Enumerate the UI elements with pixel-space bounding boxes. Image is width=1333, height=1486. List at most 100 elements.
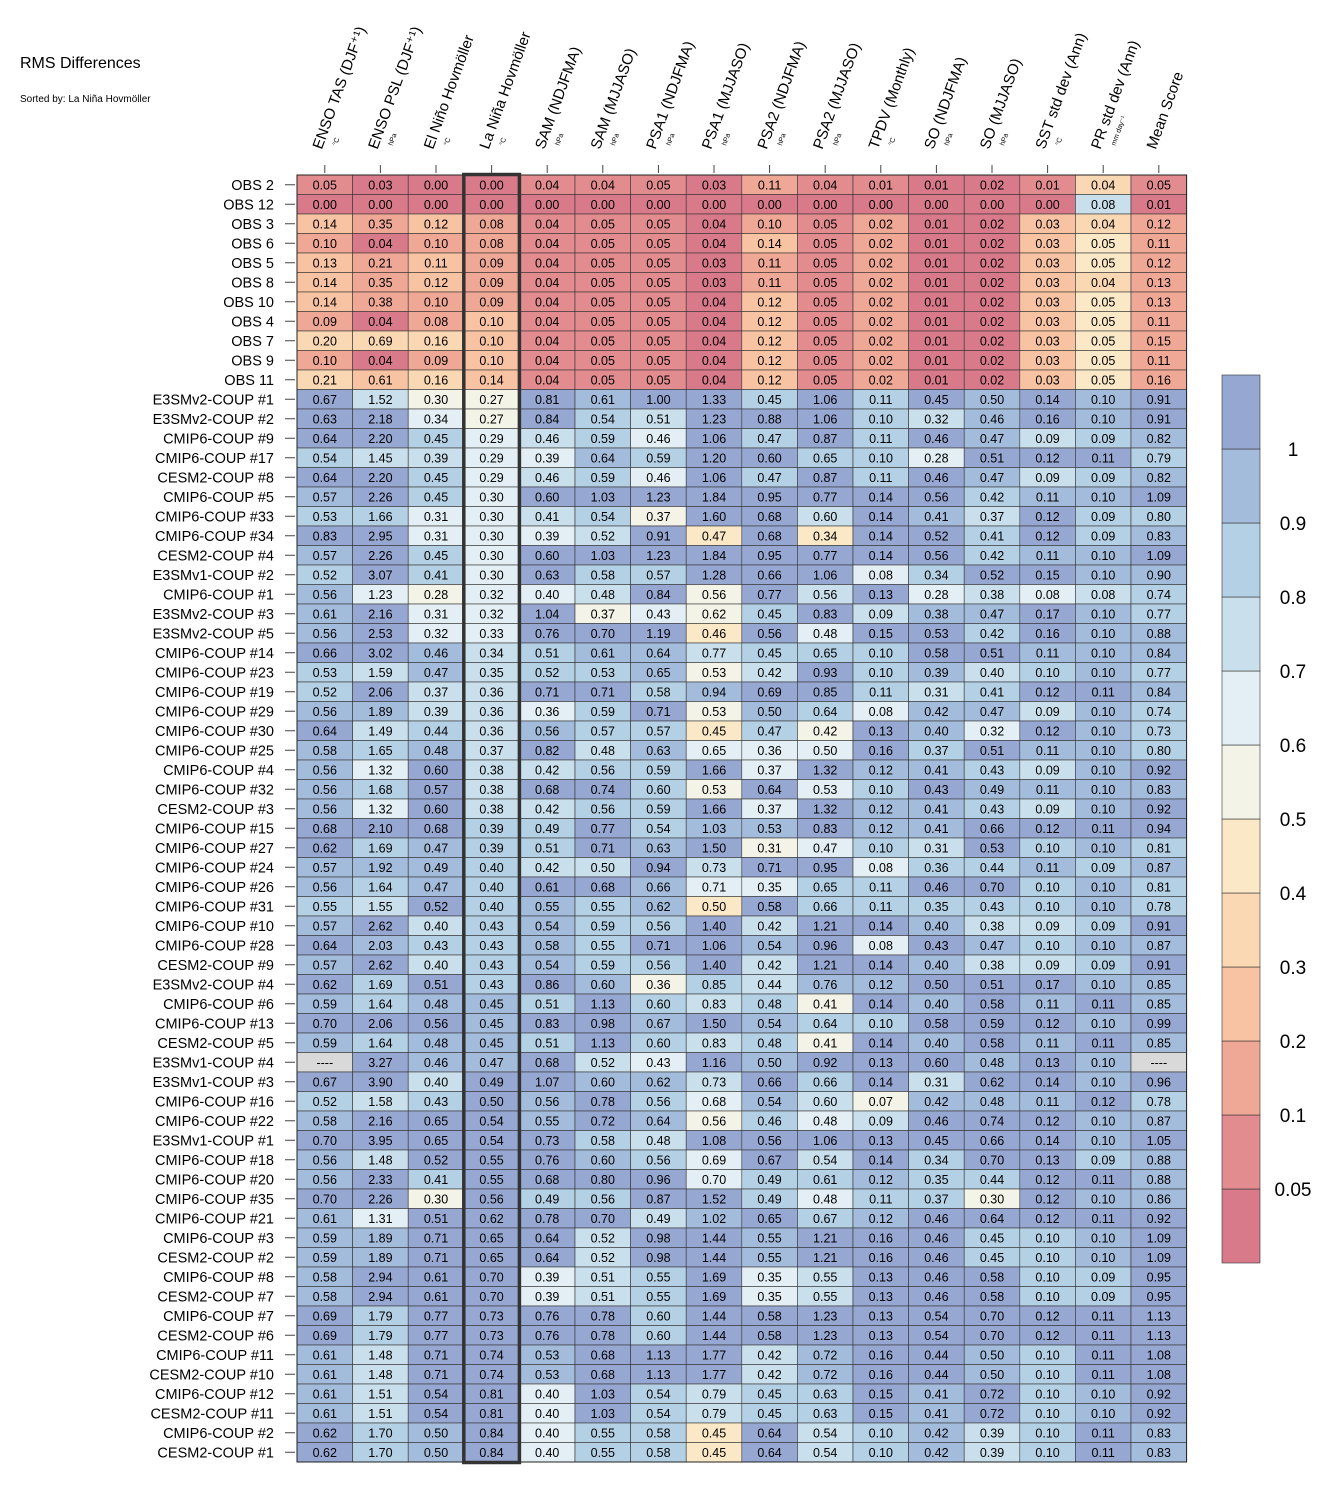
cell-value-label: 0.46 [924,471,948,485]
cell-value-label: 0.42 [980,627,1004,641]
colorbar-segment [1221,892,1261,968]
cell-value-label: 0.14 [869,490,893,504]
cell-value-label: 0.03 [1035,217,1059,231]
cell-value-label: 0.45 [479,997,503,1011]
cell-value-label: 0.04 [702,237,726,251]
cell-value-label: 0.42 [535,763,559,777]
cell-value-label: 0.09 [1035,802,1059,816]
cell-value-label: 0.67 [813,1212,837,1226]
row-label: CESM2-COUP #5 [157,1036,274,1052]
cell-value-label: 0.05 [591,334,615,348]
cell-value-label: 0.10 [757,217,781,231]
cell-value-label: 0.03 [1035,295,1059,309]
cell-value-label: 0.95 [1147,1290,1171,1304]
cell-value-label: 0.46 [646,432,670,446]
cell-value-label: 0.56 [591,763,615,777]
cell-value-label: 0.64 [813,1017,837,1031]
cell-value-label: 1.09 [1147,549,1171,563]
cell-value-label: 0.70 [479,1290,503,1304]
row-label: OBS 11 [224,373,274,389]
cell-value-label: 0.49 [980,783,1004,797]
cell-value-label: 0.80 [1147,744,1171,758]
colorbar-segment [1221,1114,1261,1190]
cell-value-label: 1.04 [535,607,559,621]
cell-value-label: 0.70 [980,1309,1004,1323]
cell-value-label: 0.54 [424,1407,448,1421]
cell-value-label: 0.63 [813,1407,837,1421]
cell-value-label: 0.72 [591,1114,615,1128]
cell-value-label: 1.03 [591,490,615,504]
cell-value-label: 0.76 [813,978,837,992]
cell-value-label: 0.55 [591,939,615,953]
row-label: E3SMv2-COUP #5 [153,626,274,642]
cell-value-label: 0.11 [869,393,892,407]
cell-value-label: 0.51 [535,997,559,1011]
cell-value-label: 0.54 [313,451,337,465]
cell-value-label: 0.09 [479,276,503,290]
cell-value-label: 0.09 [313,315,337,329]
cell-value-label: 0.10 [313,237,337,251]
cell-value-label: 0.05 [646,373,670,387]
cell-value-label: 1.23 [646,490,670,504]
cell-value-label: 0.65 [479,1231,503,1245]
cell-value-label: 0.71 [535,685,559,699]
cell-value-label: 0.02 [980,276,1004,290]
cell-value-label: 0.14 [869,1075,893,1089]
cell-value-label: 0.12 [1035,1329,1059,1343]
cell-value-label: 0.03 [1035,334,1059,348]
cell-value-label: 0.79 [702,1387,726,1401]
cell-value-label: 0.53 [813,783,837,797]
colorbar-segment [1221,1040,1261,1116]
cell-value-label: 0.10 [869,1446,893,1460]
cell-value-label: 0.52 [313,1095,337,1109]
cell-value-label: 0.54 [924,1309,948,1323]
cell-value-label: 0.77 [591,822,615,836]
cell-value-label: 0.52 [424,1153,448,1167]
cell-value-label: 0.10 [1035,1270,1059,1284]
cell-value-label: 0.78 [1147,1095,1171,1109]
cell-value-label: 0.57 [646,568,670,582]
cell-value-label: 0.53 [591,666,615,680]
cell-value-label: 0.64 [757,1426,781,1440]
cell-value-label: 0.10 [1091,549,1115,563]
cell-value-label: 1.03 [702,822,726,836]
cell-value-label: 0.11 [1091,1446,1114,1460]
cell-value-label: 0.31 [924,841,948,855]
cell-value-label: 0.10 [1091,646,1115,660]
cell-value-label: 0.65 [424,1134,448,1148]
cell-value-label: 0.84 [1147,685,1171,699]
row-label: CMIP6-COUP #22 [155,1114,274,1130]
row-label: OBS 4 [231,314,274,330]
cell-value-label: 2.16 [368,607,392,621]
cell-value-label: 0.56 [813,588,837,602]
cell-value-label: 0.05 [1091,237,1115,251]
cell-value-label: 0.71 [591,841,615,855]
cell-value-label: 0.04 [702,295,726,309]
cell-value-label: 1.40 [702,958,726,972]
cell-value-label: 0.57 [424,783,448,797]
row-label: CESM2-COUP #10 [149,1367,274,1383]
cell-value-label: 0.56 [313,802,337,816]
cell-value-label: 0.71 [424,1348,448,1362]
cell-value-label: 0.12 [1035,451,1059,465]
cell-value-label: 0.39 [479,841,503,855]
cell-value-label: 0.56 [646,1153,670,1167]
cell-value-label: 0.41 [924,1407,948,1421]
cell-value-label: 0.65 [646,666,670,680]
cell-value-label: 0.12 [757,295,781,309]
cell-value-label: 0.47 [980,432,1004,446]
column-unit-label: °C [887,137,897,147]
cell-value-label: 0.58 [646,1446,670,1460]
cell-value-label: 0.40 [535,1407,559,1421]
row-label: CMIP6-COUP #6 [163,997,274,1013]
row-label: CMIP6-COUP #7 [163,1309,274,1325]
cell-value-label: 0.05 [591,295,615,309]
cell-value-label: 0.55 [813,1270,837,1284]
cell-value-label: 1.02 [702,1212,726,1226]
cell-value-label: 0.41 [813,1036,837,1050]
cell-value-label: 0.48 [424,997,448,1011]
cell-value-label: 0.91 [646,529,670,543]
cell-value-label: 0.38 [479,802,503,816]
cell-value-label: 0.46 [924,1212,948,1226]
cell-value-label: 0.50 [980,393,1004,407]
